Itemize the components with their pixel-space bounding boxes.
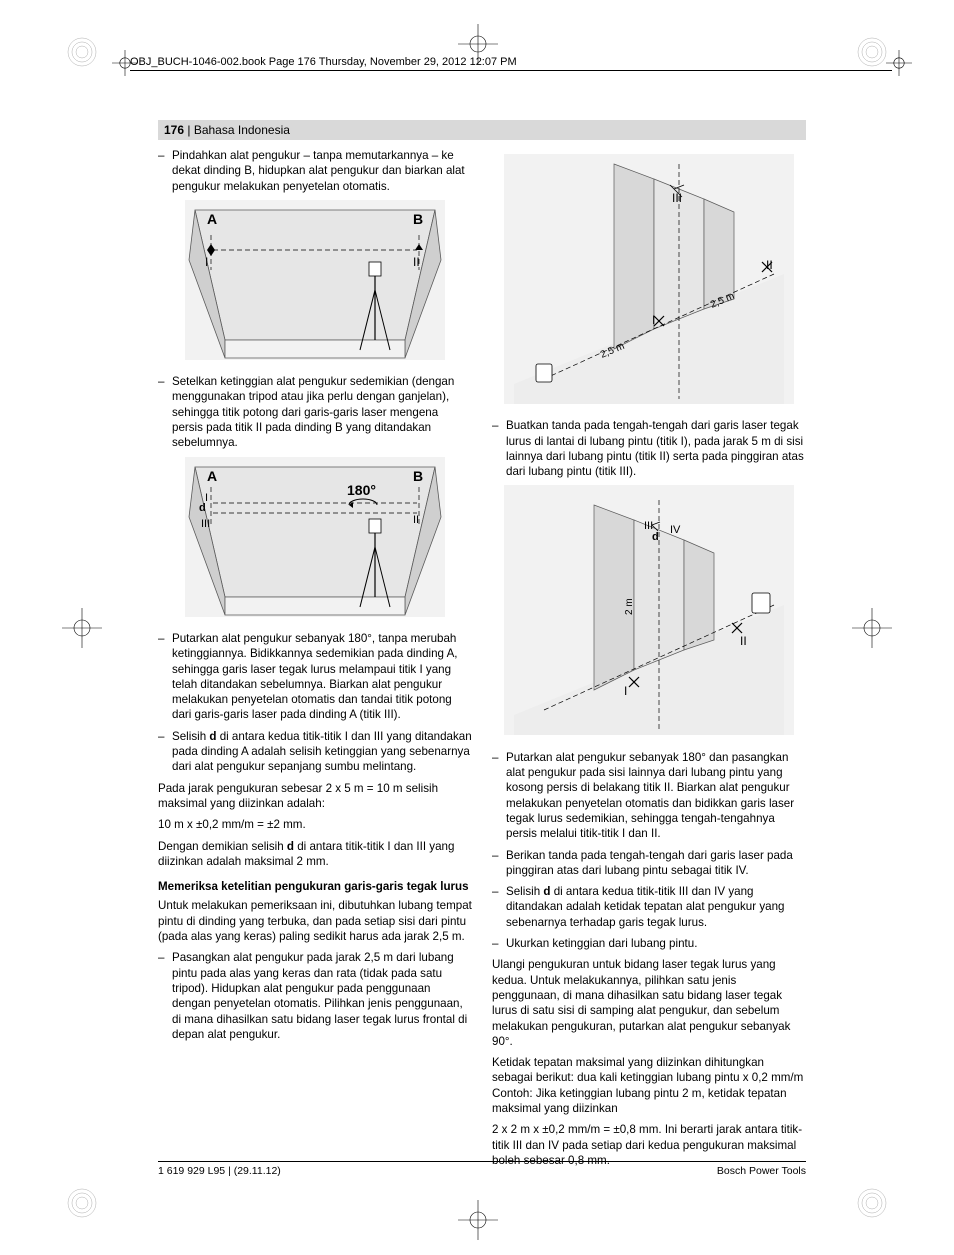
svg-text:II: II: [413, 255, 420, 269]
right-para-1: Ulangi pengukuran untuk bidang laser teg…: [492, 957, 806, 1049]
figure-room-1: A B I II: [185, 200, 445, 360]
figure-door-2: III IV d I II 2 m: [504, 485, 794, 735]
svg-text:d: d: [199, 502, 206, 514]
right-bullet-3: Berikan tanda pada tengah-tengah dari ga…: [506, 848, 806, 879]
svg-text:I: I: [624, 684, 627, 698]
crosshair-r: [852, 608, 892, 648]
svg-text:I: I: [205, 255, 208, 269]
right-bullet-5: Ukurkan ketinggian dari lubang pintu.: [506, 936, 806, 951]
left-heading: Memeriksa ketelitian pengukuran garis-ga…: [158, 879, 472, 894]
content-area: 176 | Bahasa Indonesia –Pindahkan alat p…: [158, 120, 806, 1177]
left-bullet-5: Pasangkan alat pengukur pada jarak 2,5 m…: [172, 950, 472, 1042]
crosshair-l: [62, 608, 102, 648]
svg-text:III: III: [201, 518, 210, 530]
svg-text:A: A: [207, 468, 217, 484]
left-bullet-1: Pindahkan alat pengukur – tanpa memutark…: [172, 148, 472, 194]
footer-left: 1 619 929 L95 | (29.11.12): [158, 1165, 281, 1177]
footer-right: Bosch Power Tools: [717, 1165, 806, 1177]
left-para-1: Pada jarak pengukuran sebesar 2 x 5 m = …: [158, 781, 472, 812]
page-banner: 176 | Bahasa Indonesia: [158, 120, 806, 140]
right-bullet-1: Buatkan tanda pada tengah-tengah dari ga…: [506, 418, 806, 479]
page-footer: 1 619 929 L95 | (29.11.12) Bosch Power T…: [158, 1161, 806, 1177]
right-bullet-4: Selisih d di antara kedua titik-titik II…: [506, 884, 806, 930]
svg-text:2 m: 2 m: [624, 599, 635, 616]
left-column: –Pindahkan alat pengukur – tanpa memutar…: [158, 148, 472, 1174]
runhead-text: OBJ_BUCH-1046-002.book Page 176 Thursday…: [130, 56, 517, 68]
svg-text:180°: 180°: [347, 482, 376, 498]
svg-text:d: d: [652, 531, 659, 543]
reg-mark-br: [852, 1183, 892, 1223]
svg-text:A: A: [207, 211, 217, 227]
svg-text:B: B: [413, 211, 423, 227]
left-para-2: 10 m x ±0,2 mm/m = ±2 mm.: [158, 817, 472, 832]
left-bullet-2: Setelkan ketinggian alat pengukur sedemi…: [172, 374, 472, 450]
left-para-3: Dengan demikian selisih d di antara titi…: [158, 839, 472, 870]
right-para-2: Ketidak tepatan maksimal yang diizinkan …: [492, 1055, 806, 1116]
figure-door-1: III I II 2,5 m 2,5 m: [504, 154, 794, 404]
svg-text:II: II: [413, 514, 419, 526]
left-para-4: Untuk melakukan pemeriksaan ini, dibutuh…: [158, 898, 472, 944]
right-column: III I II 2,5 m 2,5 m –Buatka: [492, 148, 806, 1174]
page-number: 176: [164, 123, 184, 137]
figure-room-2: A B I d III II 180°: [185, 457, 445, 617]
right-bullet-2: Putarkan alat pengukur sebanyak 180° dan…: [506, 750, 806, 842]
reg-mark-tl: [62, 32, 102, 72]
reg-mark-bl: [62, 1183, 102, 1223]
running-header: OBJ_BUCH-1046-002.book Page 176 Thursday…: [130, 56, 892, 71]
svg-text:B: B: [413, 468, 423, 484]
svg-text:III: III: [672, 191, 682, 205]
lang-label: Bahasa Indonesia: [194, 123, 290, 137]
left-bullet-3: Putarkan alat pengukur sebanyak 180°, ta…: [172, 631, 472, 723]
left-bullet-4: Selisih d di antara kedua titik-titik I …: [172, 729, 472, 775]
svg-text:II: II: [740, 634, 747, 648]
crosshair-b: [458, 1200, 498, 1240]
svg-text:IV: IV: [670, 524, 681, 536]
